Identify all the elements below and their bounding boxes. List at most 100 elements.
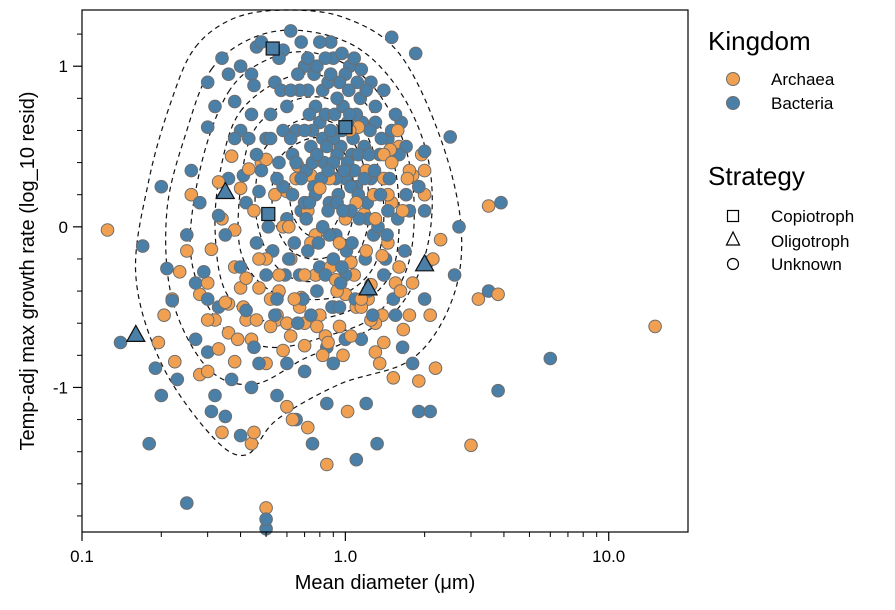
archaea-point xyxy=(200,276,215,290)
archaea-point xyxy=(320,457,334,472)
archaea-point xyxy=(151,335,166,350)
bacteria-point xyxy=(320,139,334,154)
bacteria-point xyxy=(311,236,326,250)
legend-unknown-marker xyxy=(726,257,740,271)
archaea-point xyxy=(172,265,187,279)
oligotroph-point xyxy=(414,253,435,272)
archaea-point xyxy=(297,338,312,353)
bacteria-point xyxy=(343,107,357,122)
bacteria-point xyxy=(154,388,169,403)
copiotroph-point xyxy=(338,120,353,135)
archaea-point xyxy=(233,181,248,196)
bacteria-point xyxy=(315,220,330,234)
bacteria-point xyxy=(320,396,334,411)
x-tick-label: 10.0 xyxy=(592,547,625,566)
bacteria-point xyxy=(249,147,264,162)
oligotroph-point xyxy=(215,181,236,200)
archaea-point xyxy=(184,187,199,202)
bacteria-point xyxy=(263,107,278,122)
archaea-point xyxy=(321,335,335,350)
bacteria-point xyxy=(204,404,219,419)
contour-line-8 xyxy=(288,159,343,238)
bacteria-point xyxy=(270,388,284,403)
y-tick-label: 0 xyxy=(59,218,68,237)
bacteria-point xyxy=(362,147,376,162)
bacteria-point xyxy=(333,276,348,290)
archaea-point xyxy=(386,371,401,385)
legend-oligotroph-marker xyxy=(725,230,741,246)
archaea-point xyxy=(368,212,383,226)
archaea-point xyxy=(315,348,330,363)
archaea-point xyxy=(252,252,266,266)
archaea-point xyxy=(224,149,239,163)
bacteria-point xyxy=(283,131,298,146)
archaea-point xyxy=(423,308,438,323)
archaea-point xyxy=(282,220,296,234)
bacteria-point xyxy=(268,308,282,323)
bacteria-point xyxy=(373,187,388,202)
bacteria-point xyxy=(244,67,259,81)
bacteria-point xyxy=(374,131,389,146)
bacteria-point xyxy=(200,292,215,306)
bacteria-point xyxy=(280,356,294,371)
bacteria-point xyxy=(491,383,505,398)
bacteria-point xyxy=(247,78,261,93)
bacteria-point xyxy=(289,155,303,170)
archaea-point xyxy=(392,260,406,274)
archaea-point xyxy=(249,313,264,327)
bacteria-point xyxy=(244,107,259,122)
bacteria-point xyxy=(272,155,286,170)
axes: 0.1 1.0 10.0 1 0 -1 xyxy=(53,33,625,566)
bacteria-point xyxy=(301,244,315,258)
bacteria-point xyxy=(381,204,395,218)
bacteria-point xyxy=(184,163,199,178)
bacteria-point xyxy=(252,184,266,199)
bacteria-point xyxy=(148,361,163,376)
legend-unknown-label: Unknown xyxy=(771,255,842,274)
bacteria-point xyxy=(200,120,215,134)
legend-bacteria-marker xyxy=(726,96,740,110)
bacteria-point xyxy=(247,340,261,355)
archaea-point xyxy=(211,342,226,356)
legend-kingdom-title: Kingdom xyxy=(708,26,811,56)
bacteria-point xyxy=(160,261,174,276)
copiotroph-point xyxy=(265,41,280,56)
archaea-point xyxy=(372,356,387,371)
archaea-point xyxy=(215,425,229,440)
bacteria-point xyxy=(335,260,349,274)
bacteria-point xyxy=(224,372,239,387)
archaea-point xyxy=(332,236,347,250)
archaea-point xyxy=(481,199,496,213)
archaea-point xyxy=(396,322,411,337)
bacteria-point xyxy=(135,239,150,253)
oligotroph-point xyxy=(358,277,379,296)
archaea-point xyxy=(405,276,420,290)
bacteria-point xyxy=(359,83,374,98)
bacteria-point xyxy=(417,144,432,159)
bacteria-point xyxy=(283,83,298,98)
bacteria-point xyxy=(261,220,276,234)
bacteria-point xyxy=(200,75,215,90)
bacteria-point xyxy=(154,179,169,194)
bacteria-point xyxy=(335,46,349,61)
bacteria-point xyxy=(233,428,248,443)
archaea-point xyxy=(168,354,182,369)
archaea-point xyxy=(227,354,242,369)
archaea-point xyxy=(244,436,259,451)
bacteria-point xyxy=(294,35,309,49)
archaea-point xyxy=(395,204,410,218)
archaea-point xyxy=(390,123,405,138)
bacteria-point xyxy=(417,204,432,218)
bacteria-point xyxy=(299,212,314,226)
bacteria-point xyxy=(304,308,318,323)
bacteria-point xyxy=(327,107,342,122)
archaea-point xyxy=(239,271,253,286)
bacteria-point xyxy=(280,99,294,114)
bacteria-point xyxy=(287,236,302,250)
y-tick-label: 1 xyxy=(59,57,68,76)
bacteria-point xyxy=(113,335,128,350)
bacteria-point xyxy=(180,496,194,510)
bacteria-point xyxy=(345,236,359,250)
legend-archaea-marker xyxy=(726,72,740,86)
